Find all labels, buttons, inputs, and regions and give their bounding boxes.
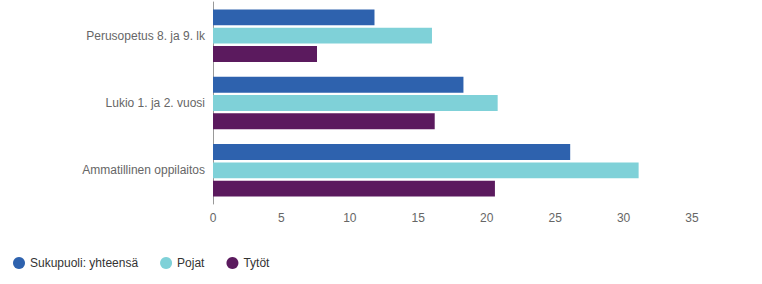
svg-text:15: 15 bbox=[412, 211, 426, 225]
svg-text:Lukio 1. ja 2. vuosi: Lukio 1. ja 2. vuosi bbox=[106, 96, 205, 110]
svg-text:Perusopetus 8. ja 9. lk: Perusopetus 8. ja 9. lk bbox=[86, 29, 206, 43]
svg-text:30: 30 bbox=[617, 211, 631, 225]
svg-text:5: 5 bbox=[278, 211, 285, 225]
svg-text:Ammatillinen oppilaitos: Ammatillinen oppilaitos bbox=[82, 163, 205, 177]
svg-text:0: 0 bbox=[210, 211, 217, 225]
svg-text:25: 25 bbox=[548, 211, 562, 225]
svg-text:Tytöt: Tytöt bbox=[243, 256, 270, 270]
svg-text:10: 10 bbox=[343, 211, 357, 225]
svg-text:Pojat: Pojat bbox=[177, 256, 205, 270]
svg-text:35: 35 bbox=[685, 211, 699, 225]
svg-text:20: 20 bbox=[480, 211, 494, 225]
svg-text:Sukupuoli: yhteensä: Sukupuoli: yhteensä bbox=[30, 256, 138, 270]
